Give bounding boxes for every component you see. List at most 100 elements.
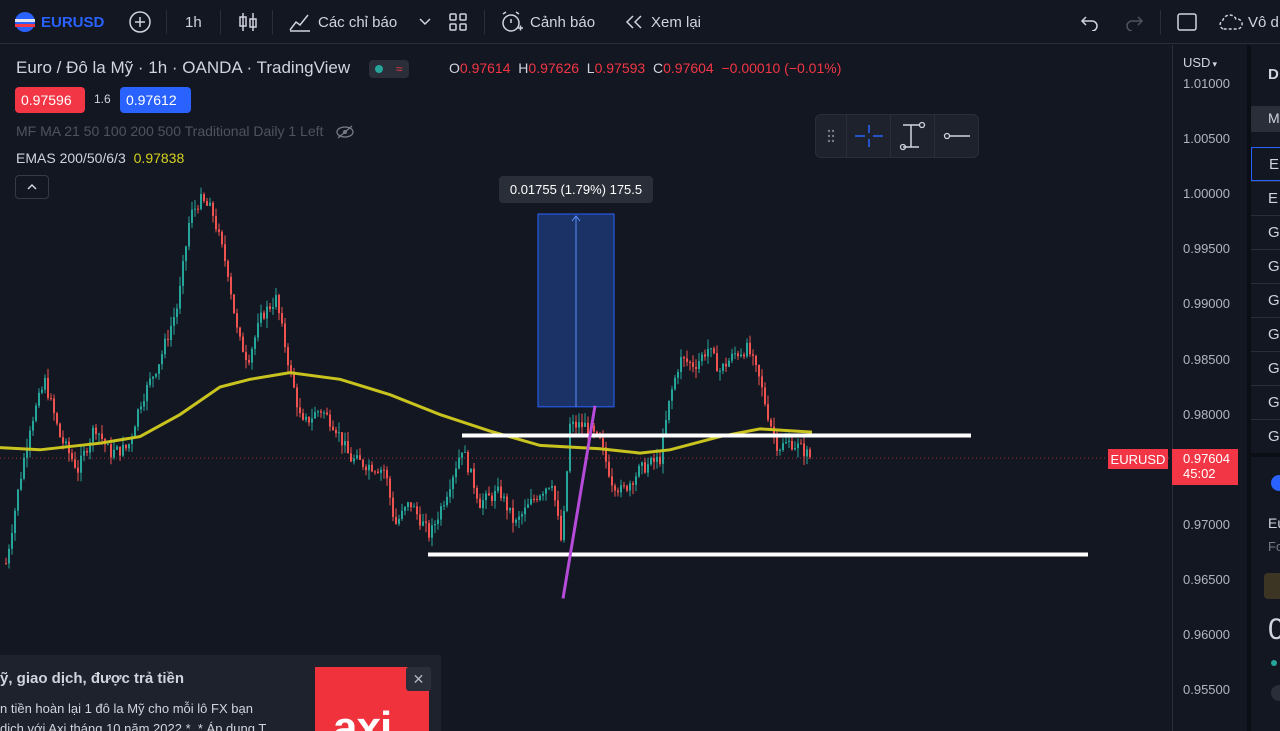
watchlist-item[interactable]: E: [1251, 181, 1280, 215]
promo-banner[interactable]: ỹ, giao dịch, được trả tiền n tiền hoàn …: [0, 655, 441, 731]
watchlist-item[interactable]: G: [1251, 249, 1280, 283]
buy-button[interactable]: 0.97612: [120, 87, 191, 113]
watchlist-item[interactable]: G: [1251, 385, 1280, 419]
candle-body: [665, 419, 667, 435]
candle-body: [242, 336, 244, 353]
sell-button[interactable]: 0.97596: [15, 87, 85, 113]
candle-body: [146, 384, 148, 402]
close-value: 0.97604: [663, 60, 714, 76]
legend-collapse-button[interactable]: [15, 175, 49, 199]
market-status-badge[interactable]: ≈: [368, 59, 409, 78]
candle-body: [743, 354, 745, 357]
candle-body: [26, 448, 28, 458]
price-axis-tick: 0.99500: [1183, 241, 1230, 257]
candle-body: [197, 208, 199, 210]
candle-body: [260, 312, 262, 323]
currency-selector[interactable]: USD ▾: [1183, 55, 1217, 70]
candle-body: [545, 488, 547, 494]
detail-price: 0: [1268, 613, 1280, 647]
chart-type-button[interactable]: [238, 0, 258, 44]
bar-countdown: 45:02: [1183, 466, 1216, 481]
candle-body: [50, 398, 52, 400]
chart-pane[interactable]: [0, 45, 1172, 731]
candle-body: [722, 363, 724, 371]
close-button[interactable]: ✕: [406, 667, 431, 691]
candle-body: [383, 469, 385, 471]
watchlist-item[interactable]: G: [1251, 317, 1280, 351]
watchlist-section[interactable]: M: [1251, 106, 1280, 132]
measure-tool-button[interactable]: [890, 115, 934, 157]
watchlist-item[interactable]: G: [1251, 419, 1280, 453]
candle-body: [614, 485, 616, 491]
separator: [166, 10, 167, 34]
candle-body: [269, 306, 271, 309]
candle-body: [473, 468, 475, 488]
candle-body: [548, 487, 550, 489]
symbol-search-button[interactable]: EURUSD: [14, 0, 104, 44]
candle-body: [77, 467, 79, 473]
candle-body: [692, 362, 694, 367]
watchlist-item[interactable]: E: [1251, 147, 1280, 181]
candle-body: [491, 495, 493, 501]
indicators-button[interactable]: Các chỉ báo: [288, 0, 397, 44]
indicator-emas[interactable]: EMAS 200/50/6/3 0.97838: [16, 150, 184, 166]
undo-button[interactable]: [1080, 0, 1100, 44]
candle-body: [86, 450, 88, 453]
promo-logo[interactable]: axi: [315, 667, 429, 731]
candle-body: [497, 486, 499, 492]
candle-body: [245, 352, 247, 360]
candle-body: [485, 493, 487, 501]
horizontal-ray-tool-button[interactable]: [934, 115, 978, 157]
candle-body: [689, 361, 691, 363]
price-chart[interactable]: [0, 45, 1172, 731]
candle-body: [38, 392, 40, 406]
candle-body: [386, 469, 388, 479]
change-value: −0.00010 (−0.01%): [721, 60, 842, 76]
candle-body: [308, 416, 310, 423]
candle-body: [389, 478, 391, 498]
indicator-ma[interactable]: MF MA 21 50 100 200 500 Traditional Dail…: [16, 123, 355, 139]
watchlist-item[interactable]: G: [1251, 351, 1280, 385]
candle-body: [617, 490, 619, 493]
candle-body: [296, 387, 298, 408]
eye-off-icon[interactable]: [335, 125, 355, 139]
fullscreen-button[interactable]: [1176, 0, 1198, 44]
candle-body: [359, 455, 361, 460]
replay-button[interactable]: Xem lại: [624, 0, 701, 44]
indicators-dropdown[interactable]: [418, 0, 432, 44]
candle-body: [452, 477, 454, 490]
layouts-button[interactable]: [448, 0, 468, 44]
candle-body: [293, 371, 295, 388]
drag-handle-icon[interactable]: [816, 115, 846, 157]
watchlist-item[interactable]: G: [1251, 283, 1280, 317]
alert-button[interactable]: Cảnh báo: [500, 0, 595, 44]
crosshair-tool-button[interactable]: [846, 115, 890, 157]
candle-body: [536, 498, 538, 500]
candle-body: [671, 389, 673, 401]
watchlist-item[interactable]: G: [1251, 215, 1280, 249]
candle-body: [221, 231, 223, 245]
compare-button[interactable]: [128, 0, 152, 44]
candle-body: [290, 365, 292, 372]
layout-name-button[interactable]: Vô d: [1216, 0, 1279, 44]
redo-button[interactable]: [1124, 0, 1144, 44]
interval-button[interactable]: 1h: [185, 13, 202, 31]
redo-icon: [1126, 16, 1144, 31]
candle-body: [728, 360, 730, 367]
horizontal-ray-icon: [943, 132, 970, 140]
candle-body: [800, 443, 802, 445]
promo-line-2: dịch với Axi tháng 10 năm 2022 *. * Áp d…: [0, 721, 267, 731]
candle-body: [746, 342, 748, 357]
candle-body: [179, 285, 181, 309]
watchlist-section-label: M: [1268, 110, 1280, 126]
candle-body: [488, 493, 490, 496]
candle-body: [725, 363, 727, 367]
candle-body: [734, 353, 736, 355]
price-axis[interactable]: USD ▾: [1172, 45, 1247, 731]
candle-body: [362, 459, 364, 467]
candle-body: [320, 411, 322, 413]
detail-badge[interactable]: [1264, 573, 1280, 599]
watchlist-header[interactable]: D: [1268, 66, 1279, 83]
price-axis-tick: 0.95500: [1183, 682, 1230, 698]
